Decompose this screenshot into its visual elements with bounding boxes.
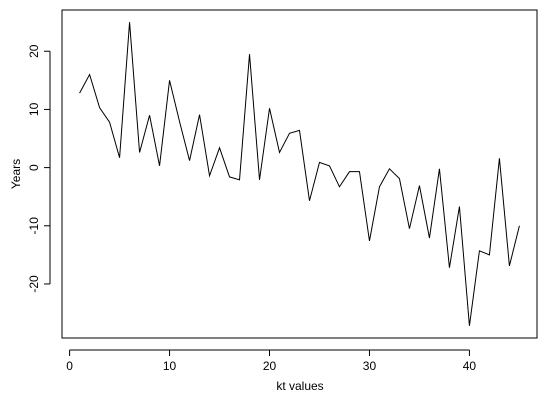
y-tick-label: 20 [27, 44, 41, 58]
y-tick-label: 0 [27, 164, 41, 171]
x-tick-label: 10 [163, 359, 177, 373]
x-tick-label: 40 [463, 359, 477, 373]
plot-frame [61, 9, 538, 339]
x-tick-label: 0 [66, 359, 73, 373]
y-tick-label: -10 [27, 217, 41, 235]
y-axis-label: Years [9, 159, 23, 189]
data-line [79, 22, 520, 326]
x-axis-label: kt values [276, 379, 323, 393]
y-tick-label: -20 [27, 275, 41, 293]
x-tick-label: 30 [363, 359, 377, 373]
x-tick-label: 20 [263, 359, 277, 373]
y-tick-label: 10 [27, 102, 41, 116]
